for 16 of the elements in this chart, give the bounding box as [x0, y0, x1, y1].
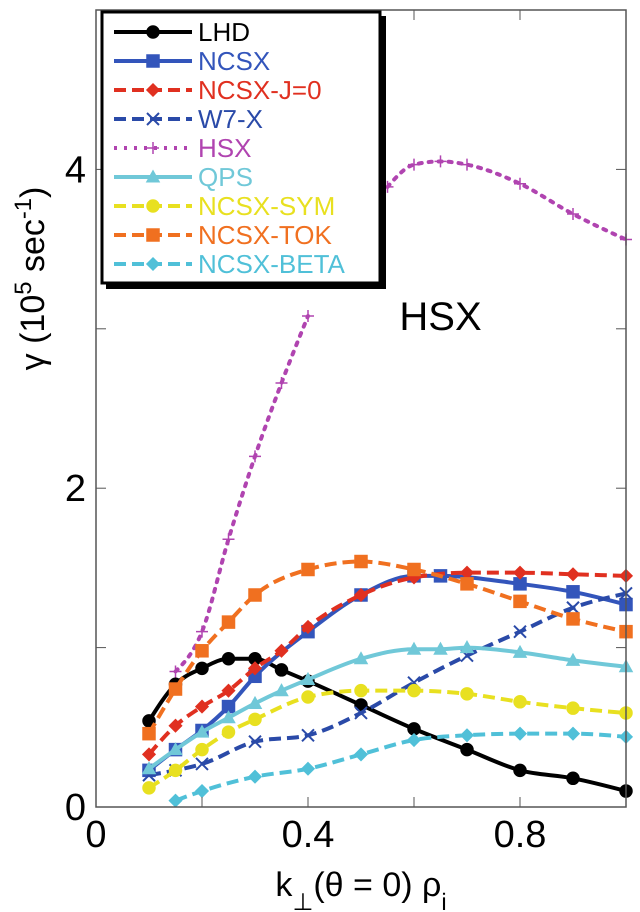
legend-label: NCSX-J=0 [198, 75, 322, 105]
legend-label: NCSX-TOK [198, 220, 333, 250]
legend-label: HSX [198, 133, 252, 163]
x-axis-title: k$_{⊥}$(θ = 0) ρ$_{i}$ [275, 866, 447, 912]
x-tick-label: 0.8 [494, 814, 546, 856]
y-tick-label: 2 [64, 468, 86, 510]
y-tick-label: 4 [64, 149, 86, 192]
legend-label: NCSX-SYM [198, 191, 336, 221]
annotation: HSX [399, 295, 482, 339]
y-tick-label: 0 [64, 787, 86, 829]
legend-label: NCSX [198, 46, 270, 76]
x-tick-label: 0.4 [282, 814, 334, 856]
legend-label: NCSX-BETA [198, 249, 346, 279]
legend-label: QPS [198, 162, 253, 192]
legend-label: LHD [198, 17, 250, 47]
legend-label: W7-X [198, 104, 263, 134]
